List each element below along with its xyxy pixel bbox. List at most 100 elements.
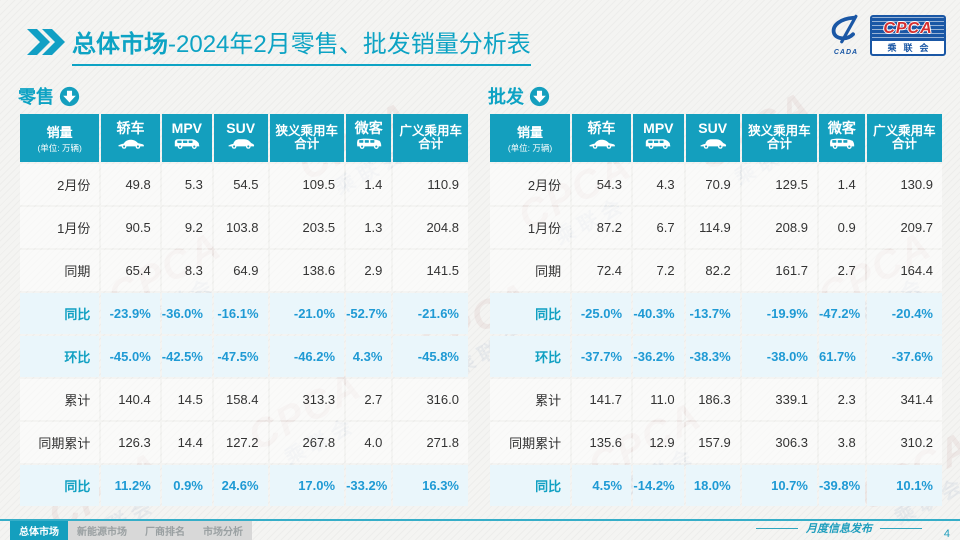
suv-icon [214, 137, 268, 155]
row-label: 同比 [20, 293, 100, 334]
table-cell: 8.3 [161, 250, 212, 291]
row-label: 2月份 [20, 164, 100, 205]
sedan-icon [572, 137, 631, 155]
table-cell: 11.2% [101, 465, 160, 506]
table-cell: 209.7 [866, 207, 942, 248]
table-row: 1月份 87.2 6.7 114.9 208.9 0.9 209.7 [490, 207, 942, 248]
table-cell: 135.6 [572, 422, 632, 463]
emblem-text: CADA [833, 49, 859, 56]
table-row: 环比 -45.0% -42.5% -47.5% -46.2% 4.3% -45.8% [20, 336, 468, 377]
table-cell: 158.4 [213, 379, 268, 420]
footer-tab-1[interactable]: 总体市场 [10, 521, 68, 540]
suv-icon [686, 137, 740, 155]
table-cell: 310.2 [866, 422, 942, 463]
table-cell: 313.3 [269, 379, 345, 420]
table-cell: -14.2% [633, 465, 684, 506]
column-header: 狭义乘用车 合计 [269, 114, 345, 162]
table-cell: 10.7% [741, 465, 817, 506]
row-label: 2月份 [490, 164, 571, 205]
table-cell: 339.1 [741, 379, 817, 420]
table-row: 2月份 54.3 4.3 70.9 129.5 1.4 130.9 [490, 164, 942, 205]
table-cell: 11.0 [633, 379, 684, 420]
table-cell: 5.3 [161, 164, 212, 205]
table-cell: 2.9 [346, 250, 392, 291]
wholesale-panel: 批发 销量 (单位: 万辆) 轿车 MPV SUV 狭义乘用车 合计 微客 广义乘用车 合计 2… [488, 84, 944, 508]
column-header: MPV [161, 114, 212, 162]
mpv-icon [633, 137, 684, 155]
table-cell: 0.9% [161, 465, 212, 506]
table-cell: 4.3% [346, 336, 392, 377]
footer-tab-3[interactable]: 厂商排名 [136, 521, 194, 540]
table-cell: 126.3 [101, 422, 160, 463]
table-cell: 204.8 [393, 207, 468, 248]
release-text: 月度信息发布 [806, 523, 872, 535]
column-header: SUV [213, 114, 268, 162]
logo-name-cn: 乘联会 [872, 40, 944, 54]
table-row: 同比 -23.9% -36.0% -16.1% -21.0% -52.7% -21.6% [20, 293, 468, 334]
footer-divider [0, 519, 960, 521]
table-cell: 18.0% [685, 465, 740, 506]
retail-section-header: 零售 [18, 84, 470, 108]
divider-line [756, 527, 798, 529]
table-cell: -39.8% [818, 465, 865, 506]
column-header: 微客 [346, 114, 392, 162]
retail-table: 销量 (单位: 万辆) 轿车 MPV SUV 狭义乘用车 合计 微客 广义乘用车 合计 2月份 4… [18, 112, 470, 508]
table-cell: 14.4 [161, 422, 212, 463]
table-cell: -21.6% [393, 293, 468, 334]
row-label: 同期 [490, 250, 571, 291]
row-label: 累计 [490, 379, 571, 420]
table-cell: 267.8 [269, 422, 345, 463]
table-cell: 4.0 [346, 422, 392, 463]
table-cell: 82.2 [685, 250, 740, 291]
table-cell: 4.5% [572, 465, 632, 506]
table-cell: 138.6 [269, 250, 345, 291]
table-cell: 114.9 [685, 207, 740, 248]
table-cell: 24.6% [213, 465, 268, 506]
table-cell: 129.5 [741, 164, 817, 205]
column-header: 轿车 [101, 114, 160, 162]
column-header: MPV [633, 114, 684, 162]
sedan-icon [101, 137, 159, 155]
table-cell: 109.5 [269, 164, 345, 205]
table-cell: 70.9 [685, 164, 740, 205]
table-row: 同期累计 135.6 12.9 157.9 306.3 3.8 310.2 [490, 422, 942, 463]
table-cell: 14.5 [161, 379, 212, 420]
table-cell: -46.2% [269, 336, 345, 377]
mpv-icon [162, 137, 212, 155]
table-cell: 186.3 [685, 379, 740, 420]
divider-line [880, 527, 922, 529]
page-title-section: 总体市场 [72, 31, 168, 58]
table-cell: 2.7 [346, 379, 392, 420]
retail-section-label: 零售 [18, 87, 54, 107]
microvan-icon [819, 137, 865, 155]
cpca-badge: CPCA 乘联会 [870, 14, 946, 56]
row-label: 同比 [490, 293, 571, 334]
table-cell: 10.1% [866, 465, 942, 506]
table-cell: -45.0% [101, 336, 160, 377]
table-row: 2月份 49.8 5.3 54.5 109.5 1.4 110.9 [20, 164, 468, 205]
table-cell: 64.9 [213, 250, 268, 291]
table-cell: 341.4 [866, 379, 942, 420]
table-cell: 1.4 [818, 164, 865, 205]
row-label: 同期累计 [490, 422, 571, 463]
table-cell: 110.9 [393, 164, 468, 205]
table-cell: 157.9 [685, 422, 740, 463]
row-label: 环比 [490, 336, 571, 377]
table-cell: -21.0% [269, 293, 345, 334]
table-cell: 16.3% [393, 465, 468, 506]
footer-tab-2[interactable]: 新能源市场 [68, 521, 136, 540]
microvan-icon [346, 137, 391, 155]
table-cell: 1.4 [346, 164, 392, 205]
table-cell: -36.0% [161, 293, 212, 334]
row-label: 同期 [20, 250, 100, 291]
table-cell: 7.2 [633, 250, 684, 291]
cada-emblem-icon: CADA [824, 14, 868, 56]
table-cell: 54.5 [213, 164, 268, 205]
table-cell: -20.4% [866, 293, 942, 334]
swoosh-icon [831, 14, 858, 44]
footer-tab-4[interactable]: 市场分析 [194, 521, 252, 540]
table-row: 累计 141.7 11.0 186.3 339.1 2.3 341.4 [490, 379, 942, 420]
row-label: 1月份 [20, 207, 100, 248]
cpca-logo: CADA CPCA 乘联会 [824, 14, 946, 56]
table-cell: 12.9 [633, 422, 684, 463]
